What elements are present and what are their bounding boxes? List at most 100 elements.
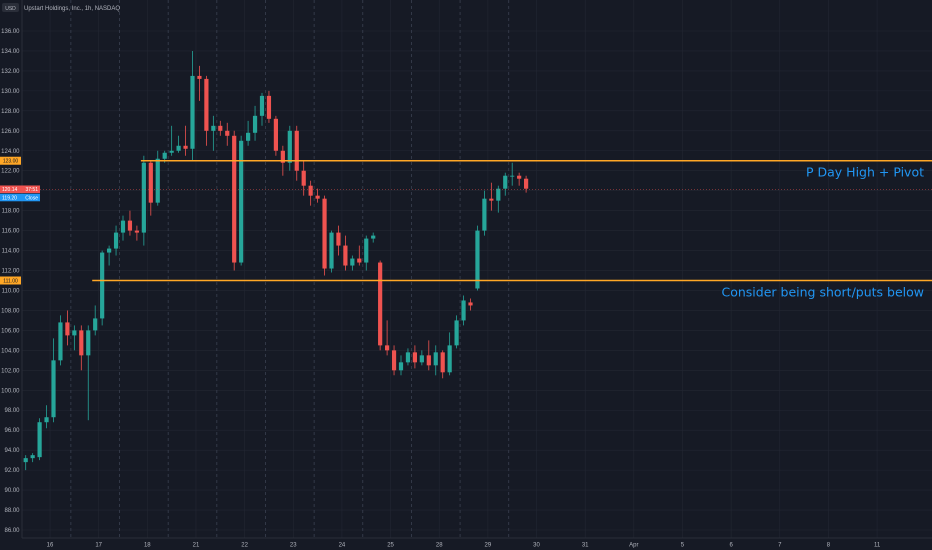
time-tick-label: 30 [533,543,540,549]
price-axis-panel[interactable] [0,0,22,538]
time-tick-label: 17 [95,543,102,549]
candle-body [232,135,237,263]
candle-up [141,155,146,246]
candle-body [336,232,341,246]
currency-badge[interactable] [2,3,19,12]
candle-up [176,135,181,153]
candle-body [315,195,320,199]
candle-body [461,300,466,321]
candle-down [517,172,522,186]
time-tick-label: 7 [778,543,782,549]
symbol-title: Upstart Holdings, Inc., 1h, NASDAQ [24,6,120,12]
candle-body [357,258,362,263]
candle-up [454,315,459,349]
candle-down [134,225,139,241]
horizontal-level[interactable]: 111.00 Consider being short/puts below [0,276,932,300]
candle-body [454,320,459,346]
candle-body [273,118,278,151]
candle-up [86,325,91,421]
horizontal-level[interactable]: 123.00 P Day High + Pivot [0,156,932,180]
time-tick-label: Apr [629,543,638,549]
candle-up [169,125,174,156]
candle-up [252,105,258,141]
time-tick-label: 18 [144,543,151,549]
candle-body [86,330,91,356]
candle-body [252,115,258,133]
candle-body [100,252,105,319]
candle-down [232,130,237,271]
close-tag-label: Close [25,195,38,201]
countdown-label: 37:51 [25,187,38,193]
candle-body [120,220,126,233]
price-tick-label: 86.00 [4,528,20,534]
time-tick-label: 28 [436,543,443,549]
candle-body [280,150,285,163]
price-tick-label: 100.00 [1,388,20,394]
candle-up [398,355,404,376]
candle-down [322,195,327,276]
candle-down [385,320,390,356]
candle-body [322,198,327,269]
candle-down [440,350,445,379]
candle-body [155,158,160,203]
candle-down [127,210,133,236]
candle-up [419,350,424,366]
candle-down [294,125,299,181]
candle-up [155,150,160,206]
candle-down [204,75,209,146]
candle-down [524,175,529,193]
candle-down [489,182,494,211]
candle-body [329,232,334,269]
vertical-grid [49,0,878,538]
candle-body [350,258,355,266]
level-annotation: Consider being short/puts below [722,285,925,300]
candle-body [510,175,515,177]
candle-down [357,245,362,266]
time-axis-panel[interactable] [0,538,932,550]
time-tick-label: 8 [827,543,831,549]
horizontal-levels[interactable]: 123.00 P Day High + Pivot 111.00 Consider b… [0,156,932,300]
candle-body [475,230,480,289]
level-price-label: 111.00 [3,279,18,285]
candle-up [287,125,292,171]
candle-down [378,260,383,351]
level-price-label: 123.00 [3,159,19,165]
candle-up [72,325,77,351]
candle-up [364,235,369,271]
candle-up [482,190,487,236]
level-price-badge [0,276,21,285]
candle-up [37,418,42,461]
candle-up [23,455,28,471]
candle-body [343,245,348,266]
candle-down [308,180,313,206]
candle-down [336,225,341,256]
level-annotation: P Day High + Pivot [806,165,924,180]
time-tick-label: 29 [485,543,492,549]
candle-body [426,355,431,366]
candle-body [440,352,445,373]
time-tick-label: 6 [729,543,733,549]
candle-body [371,235,376,239]
candle-body [225,130,230,136]
candle-body [385,345,390,351]
candle-body [127,220,133,231]
candle-up [239,135,244,266]
candle-body [93,318,98,331]
price-tick-label: 108.00 [1,308,20,314]
price-tick-label: 92.00 [4,468,20,474]
time-tick-label: 25 [387,543,394,549]
candle-up [211,115,216,151]
candle-down [468,298,473,311]
candle-up [120,215,126,241]
candle-body [72,330,77,336]
candle-body [308,185,313,196]
candle-up [44,405,49,429]
candle-body [169,150,174,153]
candle-body [30,455,35,459]
candle-down [183,125,188,156]
candle-body [266,95,272,119]
candle-down [225,122,230,146]
candle-up [259,92,265,126]
